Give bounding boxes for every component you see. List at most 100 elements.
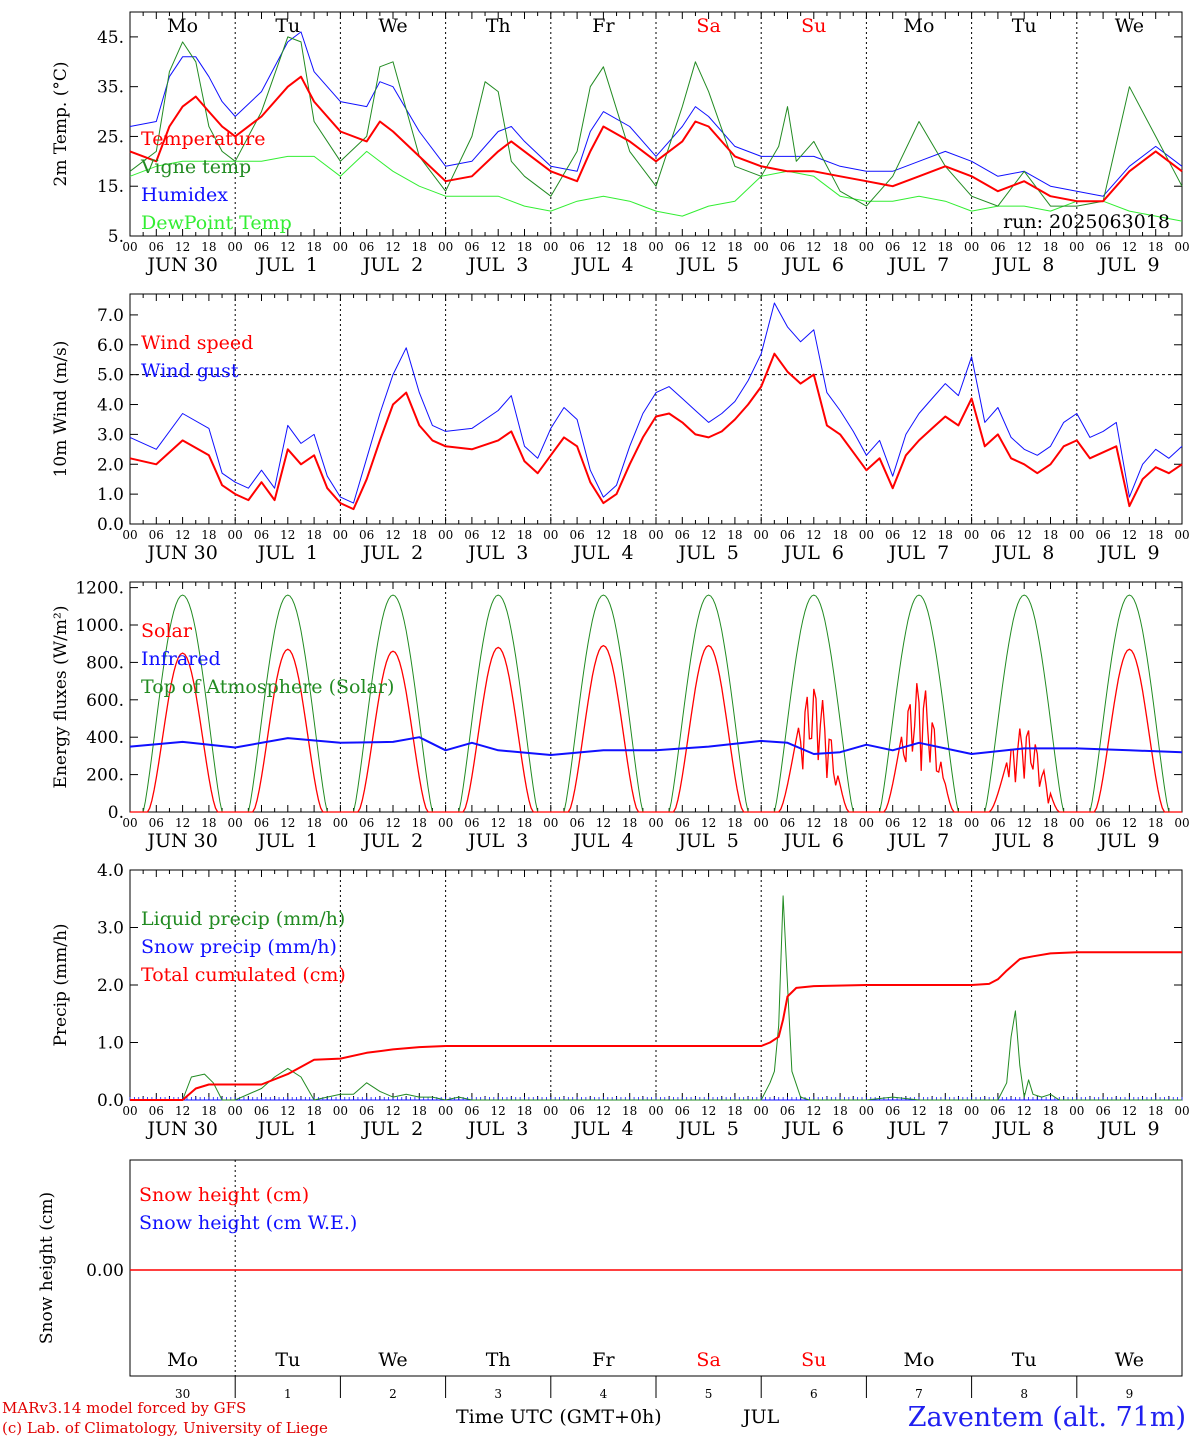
hour-tick-label: 12 [280,816,295,830]
date-label: JUL 8 [992,254,1054,276]
hour-tick-label: 12 [701,528,716,542]
weekday-label: We [378,1349,407,1371]
legend-entry: DewPoint Temp [141,212,292,234]
series-line-humidex [129,31,1183,197]
y-axis-label: Precip (mm/h) [51,923,71,1046]
weekday-label: We [1115,15,1144,37]
hour-tick-label: 06 [254,528,269,542]
y-tick-label: 5. [108,227,124,247]
y-axis-label: Energy fluxes (W/m²) [51,606,71,789]
hour-tick-label: 18 [412,816,427,830]
hour-tick-label: 00 [1174,240,1189,254]
hour-tick-label: 00 [1174,816,1189,830]
hour-tick-label: 18 [306,240,321,254]
hour-tick-label: 00 [1069,816,1084,830]
hour-tick-label: 00 [122,1104,137,1118]
series-line-liquid-precip [130,895,1182,1101]
hour-tick-label: 18 [517,528,532,542]
weekday-label: Mo [167,15,198,37]
hour-tick-label: 00 [859,816,874,830]
hour-tick-label: 12 [1122,240,1137,254]
date-label: JUL 2 [361,1118,423,1140]
weekday-label: Mo [904,1349,935,1371]
hour-tick-label: 18 [622,528,637,542]
weekday-label: We [378,15,407,37]
hour-tick-label: 12 [280,240,295,254]
hour-tick-label: 12 [806,1104,821,1118]
hour-tick-label: 00 [964,240,979,254]
y-tick-label: 1000. [75,616,124,636]
y-tick-label: 4.0 [97,396,124,416]
hour-tick-label: 00 [859,240,874,254]
date-label: JUL 6 [782,1118,844,1140]
day-number: 5 [705,1387,713,1401]
date-label: JUL 4 [571,830,633,852]
hour-tick-label: 06 [990,240,1005,254]
weekday-label: We [1115,1349,1144,1371]
hour-tick-label: 06 [149,528,164,542]
hour-tick-label: 06 [464,240,479,254]
hour-tick-label: 00 [964,528,979,542]
hour-tick-label: 06 [675,816,690,830]
hour-tick-label: 00 [648,1104,663,1118]
hour-tick-label: 12 [806,816,821,830]
hour-tick-label: 06 [780,528,795,542]
legend-entry: Wind gust [141,360,239,382]
hour-tick-label: 12 [1017,1104,1032,1118]
hour-tick-label: 06 [254,240,269,254]
hour-tick-label: 00 [1069,240,1084,254]
hour-tick-label: 12 [491,240,506,254]
y-tick-label: 45. [97,28,124,48]
weekday-label: Fr [592,15,615,37]
hour-tick-label: 00 [438,816,453,830]
hour-tick-label: 18 [306,528,321,542]
hour-tick-label: 18 [517,240,532,254]
hour-tick-label: 06 [359,1104,374,1118]
weekday-label: Sa [696,1349,720,1371]
hour-tick-label: 00 [648,528,663,542]
day-number: 7 [915,1387,923,1401]
legend-entry: Liquid precip (mm/h) [141,908,345,930]
y-tick-label: 400. [86,728,124,748]
hour-tick-label: 12 [280,528,295,542]
date-label: JUL 9 [1097,830,1159,852]
hour-tick-label: 12 [1017,240,1032,254]
hour-tick-label: 06 [1095,816,1110,830]
hour-tick-label: 12 [1122,816,1137,830]
date-label: JUL 2 [361,254,423,276]
hour-tick-label: 00 [754,1104,769,1118]
hour-tick-label: 00 [228,528,243,542]
hour-tick-label: 18 [727,240,742,254]
snow-panel: 0.00 Snow height (cm) Snow height (cm) Snow… [37,1159,1183,1401]
hour-tick-label: 18 [1148,528,1163,542]
date-label: JUL 7 [887,254,949,276]
hour-tick-label: 00 [1069,1104,1084,1118]
hour-tick-label: 12 [385,240,400,254]
hour-tick-label: 18 [832,1104,847,1118]
day-number: 8 [1020,1387,1028,1401]
y-tick-label: 5.0 [97,366,124,386]
weekday-label: Sa [696,15,720,37]
date-label: JUL 1 [256,1118,318,1140]
hour-tick-label: 00 [1174,528,1189,542]
day-number: 9 [1126,1387,1134,1401]
date-label: JUL 3 [466,542,528,564]
y-tick-label: 3.0 [97,425,124,445]
hour-tick-label: 00 [543,1104,558,1118]
hour-tick-label: 06 [464,1104,479,1118]
date-label: JUL 5 [676,1118,738,1140]
hour-tick-label: 06 [1095,528,1110,542]
hour-tick-label: 18 [832,816,847,830]
date-label: JUL 4 [571,1118,633,1140]
day-number: 4 [600,1387,608,1401]
hour-tick-label: 12 [175,240,190,254]
legend-entry: Solar [141,620,193,642]
hour-tick-label: 06 [675,1104,690,1118]
y-tick-label: 0.0 [97,1091,124,1111]
hour-tick-label: 18 [1148,816,1163,830]
model-credit: MARv3.14 model forced by GFS [2,1399,247,1417]
date-label: JUL 5 [676,830,738,852]
hour-tick-label: 00 [122,816,137,830]
hour-tick-label: 18 [412,1104,427,1118]
hour-tick-label: 18 [622,240,637,254]
